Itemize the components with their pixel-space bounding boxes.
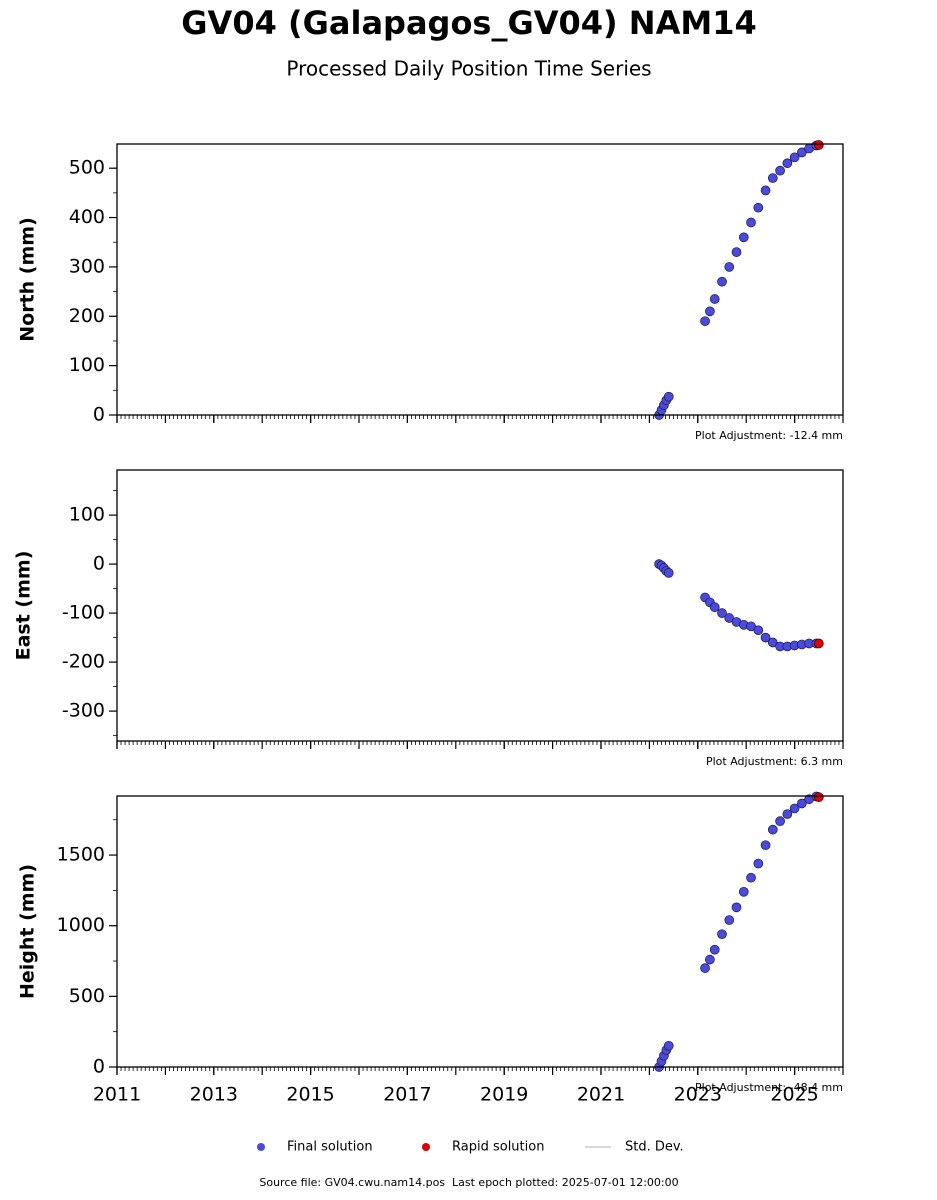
data-point xyxy=(760,840,771,851)
data-point xyxy=(717,276,727,287)
annotation: Plot Adjustment: -12.4 mm xyxy=(695,429,843,442)
data-point xyxy=(738,232,749,243)
data-point xyxy=(663,391,674,402)
y-tick-label: 0 xyxy=(93,1056,105,1078)
x-tick-label: 2021 xyxy=(577,1084,625,1106)
x-tick-label: 2023 xyxy=(674,1084,722,1106)
y-axis-label: Height (mm) xyxy=(17,864,39,999)
data-point xyxy=(738,886,749,897)
data-point xyxy=(724,262,735,272)
data-point xyxy=(775,816,785,827)
y-axis-label: East (mm) xyxy=(13,551,35,661)
data-point xyxy=(753,625,764,636)
y-tick-label: 500 xyxy=(69,985,105,1007)
y-tick-label: 300 xyxy=(69,255,105,277)
data-point xyxy=(705,306,715,317)
data-point xyxy=(813,792,824,802)
footer: Source file: GV04.cwu.nam14.pos Last epo… xyxy=(259,1176,678,1189)
data-point xyxy=(767,173,778,183)
data-point xyxy=(700,316,710,327)
legend-marker xyxy=(257,1143,265,1151)
data-point xyxy=(813,140,824,150)
data-point xyxy=(724,915,735,925)
annotation: Plot Adjustment: -48.4 mm xyxy=(695,1081,843,1094)
data-point xyxy=(753,202,764,213)
data-point xyxy=(717,608,727,618)
y-tick-label: -100 xyxy=(62,602,105,624)
plot-frame xyxy=(116,143,844,416)
data-point xyxy=(760,632,771,643)
data-point xyxy=(746,217,756,228)
y-tick-label: -200 xyxy=(62,651,105,673)
x-tick-label: 2025 xyxy=(770,1084,818,1106)
legend-marker xyxy=(422,1143,430,1151)
data-point xyxy=(705,954,715,965)
data-point xyxy=(789,803,800,814)
data-point xyxy=(760,185,771,196)
x-tick-label: 2011 xyxy=(93,1084,141,1106)
data-point xyxy=(709,944,720,955)
legend-label: Rapid solution xyxy=(452,1140,544,1155)
data-point xyxy=(746,872,756,883)
y-tick-label: 200 xyxy=(69,305,105,327)
data-point xyxy=(717,929,727,940)
x-tick-label: 2015 xyxy=(286,1084,334,1106)
y-tick-label: 1500 xyxy=(57,844,105,866)
legend-label: Final solution xyxy=(287,1140,373,1155)
plot-frame xyxy=(116,469,844,742)
data-point xyxy=(767,824,778,835)
y-tick-label: 0 xyxy=(93,553,105,575)
data-point xyxy=(709,602,720,613)
y-axis-label: North (mm) xyxy=(17,217,39,342)
y-tick-label: 100 xyxy=(69,504,105,526)
data-point xyxy=(731,902,742,913)
x-tick-label: 2019 xyxy=(480,1084,528,1106)
y-tick-label: 0 xyxy=(93,404,105,426)
data-point xyxy=(813,638,824,649)
data-point xyxy=(753,858,764,869)
x-tick-label: 2017 xyxy=(383,1084,431,1106)
data-point xyxy=(663,568,674,578)
data-point xyxy=(709,294,720,304)
data-point xyxy=(700,963,710,973)
plot-frame xyxy=(116,795,844,1068)
title: GV04 (Galapagos_GV04) NAM14 xyxy=(181,4,756,42)
y-tick-label: -300 xyxy=(62,700,105,722)
y-tick-label: 100 xyxy=(69,354,105,376)
data-point xyxy=(731,247,742,257)
subtitle: Processed Daily Position Time Series xyxy=(286,57,651,81)
y-tick-label: 500 xyxy=(69,157,105,179)
legend-label: Std. Dev. xyxy=(625,1140,684,1155)
annotation: Plot Adjustment: 6.3 mm xyxy=(706,755,843,768)
data-point xyxy=(782,158,793,169)
data-point xyxy=(775,165,785,176)
data-point xyxy=(797,798,807,809)
y-tick-label: 400 xyxy=(69,206,105,228)
y-tick-label: 1000 xyxy=(57,914,105,936)
data-point xyxy=(663,1040,674,1051)
data-point xyxy=(789,152,800,163)
data-point xyxy=(782,809,793,819)
x-tick-label: 2013 xyxy=(190,1084,238,1106)
